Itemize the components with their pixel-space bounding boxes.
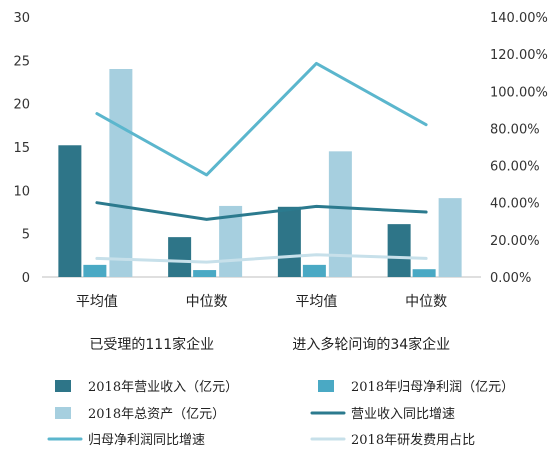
x-tick-label: 平均值 (295, 294, 337, 310)
y-left-tick-label: 25 (13, 54, 30, 69)
legend-label: 2018年营业收入（亿元） (88, 380, 238, 395)
legend-swatch (318, 380, 334, 392)
y-right-tick-label: 80.00% (490, 122, 540, 137)
labels: 0 5 10 15 20 25 30 0.00% 20.00% 40.00% 60.00% 80.00… (13, 11, 547, 353)
y-left-tick-label: 30 (13, 11, 30, 26)
line-series-3 (95, 201, 428, 221)
x-tick-label: 中位数 (186, 294, 228, 310)
y-right-tick-label: 100.00% (490, 85, 548, 100)
legend: 2018年营业收入（亿元） 2018年归母净利润（亿元） 2018年总资产（亿元） 营… (47, 380, 514, 448)
group-label: 进入多轮问询的34家企业 (292, 336, 450, 353)
y-left-tick-label: 15 (13, 141, 30, 156)
bar-series-0 (387, 224, 411, 277)
line-series-4 (95, 61, 428, 177)
bar-series-2 (438, 198, 462, 277)
y-right-tick-label: 40.00% (490, 197, 540, 212)
y-right-tick-label: 140.00% (490, 11, 548, 26)
lines (95, 61, 428, 264)
y-left-tick-label: 10 (13, 184, 30, 199)
legend-label: 营业收入同比增速 (351, 407, 455, 422)
legend-label: 归母净利润同比增速 (88, 433, 205, 448)
y-right-tick-label: 20.00% (490, 234, 540, 249)
bar-series-0 (58, 145, 82, 277)
legend-swatch (55, 407, 71, 419)
y-left-tick-label: 0 (22, 271, 30, 286)
bar-series-1 (83, 264, 107, 277)
x-tick-label: 中位数 (405, 294, 447, 310)
x-tick-label: 平均值 (76, 294, 118, 310)
bar-series-1 (193, 270, 217, 277)
legend-swatch (55, 380, 71, 392)
y-left-tick-label: 5 (22, 228, 30, 243)
bar-series-2 (328, 151, 352, 277)
y-right-tick-label: 0.00% (490, 271, 531, 286)
legend-label: 2018年归母净利润（亿元） (351, 380, 514, 395)
legend-label: 2018年总资产（亿元） (88, 407, 225, 422)
bar-series-1 (302, 264, 326, 277)
legend-label: 2018年研发费用占比 (351, 432, 475, 448)
bars (58, 69, 462, 277)
y-right-tick-label: 60.00% (490, 160, 540, 175)
bar-series-0 (277, 206, 301, 277)
y-left-tick-label: 20 (13, 98, 30, 113)
line-series-5 (95, 253, 428, 264)
bar-series-0 (168, 237, 192, 277)
y-right-tick-label: 120.00% (490, 48, 548, 63)
bar-series-1 (412, 269, 436, 277)
group-label: 已受理的111家企业 (89, 336, 214, 353)
bar-series-2 (109, 69, 133, 277)
